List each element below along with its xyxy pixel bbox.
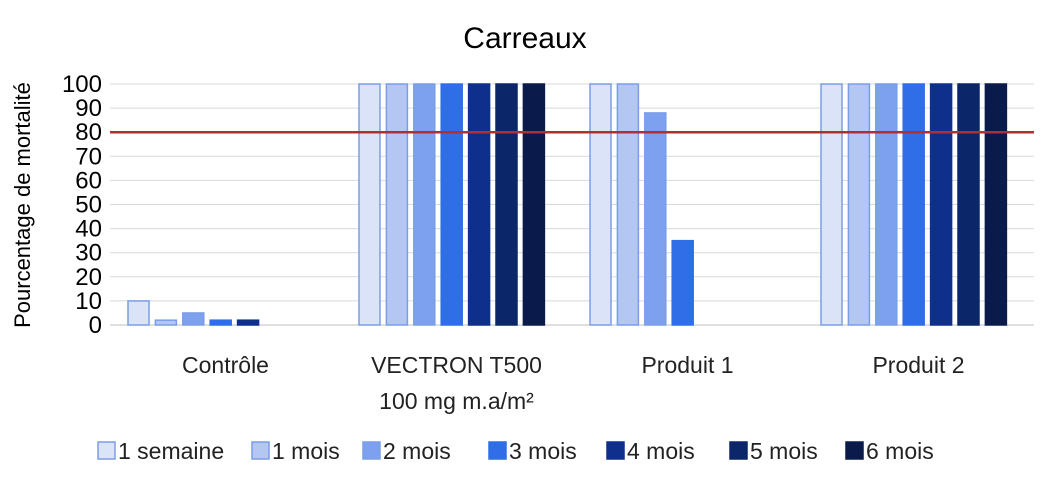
y-tick-label-30: 30 bbox=[75, 240, 102, 267]
category-label-2-0: Produit 1 bbox=[641, 352, 733, 378]
category-label-3-0: Produit 2 bbox=[872, 352, 964, 378]
y-tick-label-100: 100 bbox=[62, 71, 102, 98]
legend-swatch-5 bbox=[729, 441, 748, 460]
bar-1-2 bbox=[413, 83, 436, 326]
bar-3-2 bbox=[875, 83, 898, 326]
bar-0-0 bbox=[127, 300, 150, 326]
bar-3-4 bbox=[929, 83, 953, 326]
legend-swatch-1 bbox=[251, 441, 270, 460]
legend: 1 semaine 1 mois 2 mois 3 mois 4 mois 5 mois 6… bbox=[97, 438, 934, 464]
bar-0-3 bbox=[209, 319, 232, 326]
category-label-1-1: 100 mg m.a/m² bbox=[379, 388, 534, 414]
legend-label-3: 3 mois bbox=[509, 438, 577, 464]
category-label-1-0: VECTRON T500 bbox=[371, 352, 542, 378]
legend-label-0: 1 semaine bbox=[118, 438, 224, 464]
bar-1-5 bbox=[495, 83, 518, 326]
bar-2-0 bbox=[589, 83, 612, 326]
legend-swatch-0 bbox=[97, 441, 116, 460]
bar-3-1 bbox=[847, 83, 871, 326]
y-tick-label-0: 0 bbox=[89, 312, 102, 339]
bar-0-2 bbox=[182, 312, 205, 326]
legend-label-5: 5 mois bbox=[750, 438, 818, 464]
bar-2-2 bbox=[644, 112, 667, 326]
bar-1-4 bbox=[467, 83, 491, 326]
bar-1-1 bbox=[385, 83, 409, 326]
bars bbox=[127, 83, 1008, 326]
bar-1-0 bbox=[358, 83, 381, 326]
bar-0-1 bbox=[154, 319, 178, 326]
y-axis-label: Pourcentage de mortalité bbox=[10, 82, 35, 328]
bar-3-5 bbox=[957, 83, 980, 326]
legend-swatch-4 bbox=[606, 441, 625, 460]
y-tick-label-80: 80 bbox=[75, 119, 102, 146]
y-tick-label-90: 90 bbox=[75, 95, 102, 122]
y-tick-label-10: 10 bbox=[75, 288, 102, 315]
legend-label-2: 2 mois bbox=[383, 438, 451, 464]
bar-3-6 bbox=[984, 83, 1008, 326]
category-label-0-0: Contrôle bbox=[182, 352, 269, 378]
legend-swatch-2 bbox=[362, 441, 381, 460]
chart-title: Carreaux bbox=[463, 22, 586, 55]
category-labels: Contrôle VECTRON T500 100 mg m.a/m² Produit… bbox=[182, 352, 965, 414]
bar-2-1 bbox=[616, 83, 640, 326]
legend-label-4: 4 mois bbox=[627, 438, 695, 464]
legend-swatch-6 bbox=[845, 441, 864, 460]
bar-3-0 bbox=[820, 83, 843, 326]
legend-label-6: 6 mois bbox=[866, 438, 934, 464]
y-tick-label-40: 40 bbox=[75, 216, 102, 243]
y-tick-label-20: 20 bbox=[75, 264, 102, 291]
bar-3-3 bbox=[902, 83, 925, 326]
legend-label-1: 1 mois bbox=[272, 438, 340, 464]
y-tick-label-60: 60 bbox=[75, 167, 102, 194]
y-tick-label-70: 70 bbox=[75, 143, 102, 170]
legend-swatch-3 bbox=[488, 441, 507, 460]
bar-2-3 bbox=[671, 239, 694, 326]
bar-0-4 bbox=[236, 319, 260, 326]
bar-1-6 bbox=[522, 83, 546, 326]
y-tick-label-50: 50 bbox=[75, 192, 102, 219]
bar-1-3 bbox=[440, 83, 463, 326]
